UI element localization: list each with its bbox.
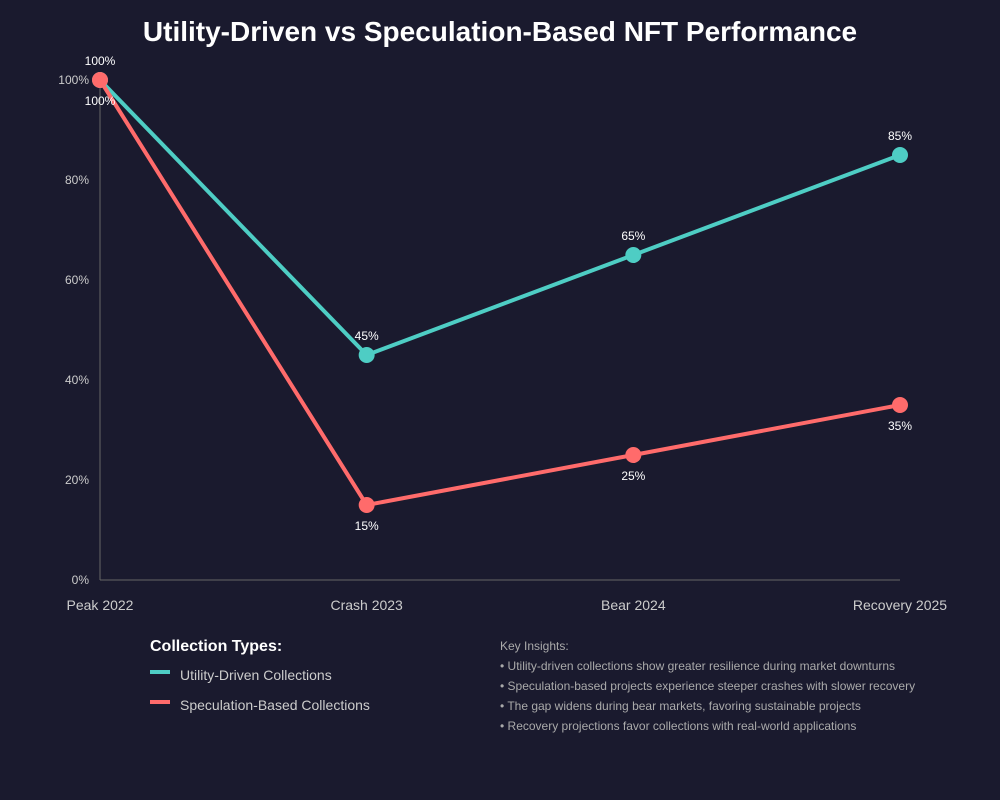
series-line [98,78,902,507]
data-label: 100% [85,94,116,108]
y-tick-label: 60% [65,273,89,287]
y-tick-label: 80% [65,173,89,187]
series-points [92,72,908,513]
insight-item: • The gap widens during bear markets, fa… [500,699,861,713]
data-point [358,497,375,513]
x-tick-label: Crash 2023 [330,597,403,613]
series-line [98,78,902,357]
legend-swatch [150,670,170,674]
data-label: 45% [355,329,379,343]
insight-items: • Utility-driven collections show greate… [500,659,915,733]
data-labels: 100% 45% 65% 85% 100% 15% 25% 35% [85,54,913,533]
data-point [625,447,642,463]
legend-label: Utility-Driven Collections [180,667,332,683]
y-tick-label: 20% [65,473,89,487]
x-tick-label: Peak 2022 [67,597,134,613]
y-tick-label: 40% [65,373,89,387]
y-tick-label: 0% [72,573,90,587]
data-label: 85% [888,129,912,143]
legend-items: Utility-Driven Collections Speculation-Ba… [150,667,370,713]
legend-swatch [150,700,170,704]
data-label: 100% [85,54,116,68]
x-tick-label: Recovery 2025 [853,597,947,613]
data-label: 35% [888,419,912,433]
x-tick-labels: Peak 2022 Crash 2023 Bear 2024 Recovery 202… [67,597,948,613]
y-tick-label: 100% [58,73,89,87]
axes [99,80,900,581]
x-tick-label: Bear 2024 [601,597,666,613]
y-tick-labels: 0% 20% 40% 60% 80% 100% [58,73,89,587]
legend: Collection Types: Utility-Driven Collect… [150,638,370,713]
data-label: 25% [621,469,645,483]
insights-title: Key Insights: [500,639,569,653]
data-point [358,347,375,363]
insight-item: • Speculation-based projects experience … [500,679,915,693]
data-label: 15% [355,519,379,533]
legend-title: Collection Types: [150,638,282,655]
chart-title: Utility-Driven vs Speculation-Based NFT … [143,16,857,47]
data-point [92,72,108,88]
insight-item: • Recovery projections favor collections… [500,719,856,733]
data-label: 65% [621,229,645,243]
series-lines [98,78,902,507]
insight-item: • Utility-driven collections show greate… [500,659,895,673]
data-point [892,397,908,413]
data-point [892,147,908,163]
key-insights: Key Insights: • Utility-driven collectio… [500,639,915,733]
data-point [625,247,642,263]
legend-label: Speculation-Based Collections [180,697,370,713]
